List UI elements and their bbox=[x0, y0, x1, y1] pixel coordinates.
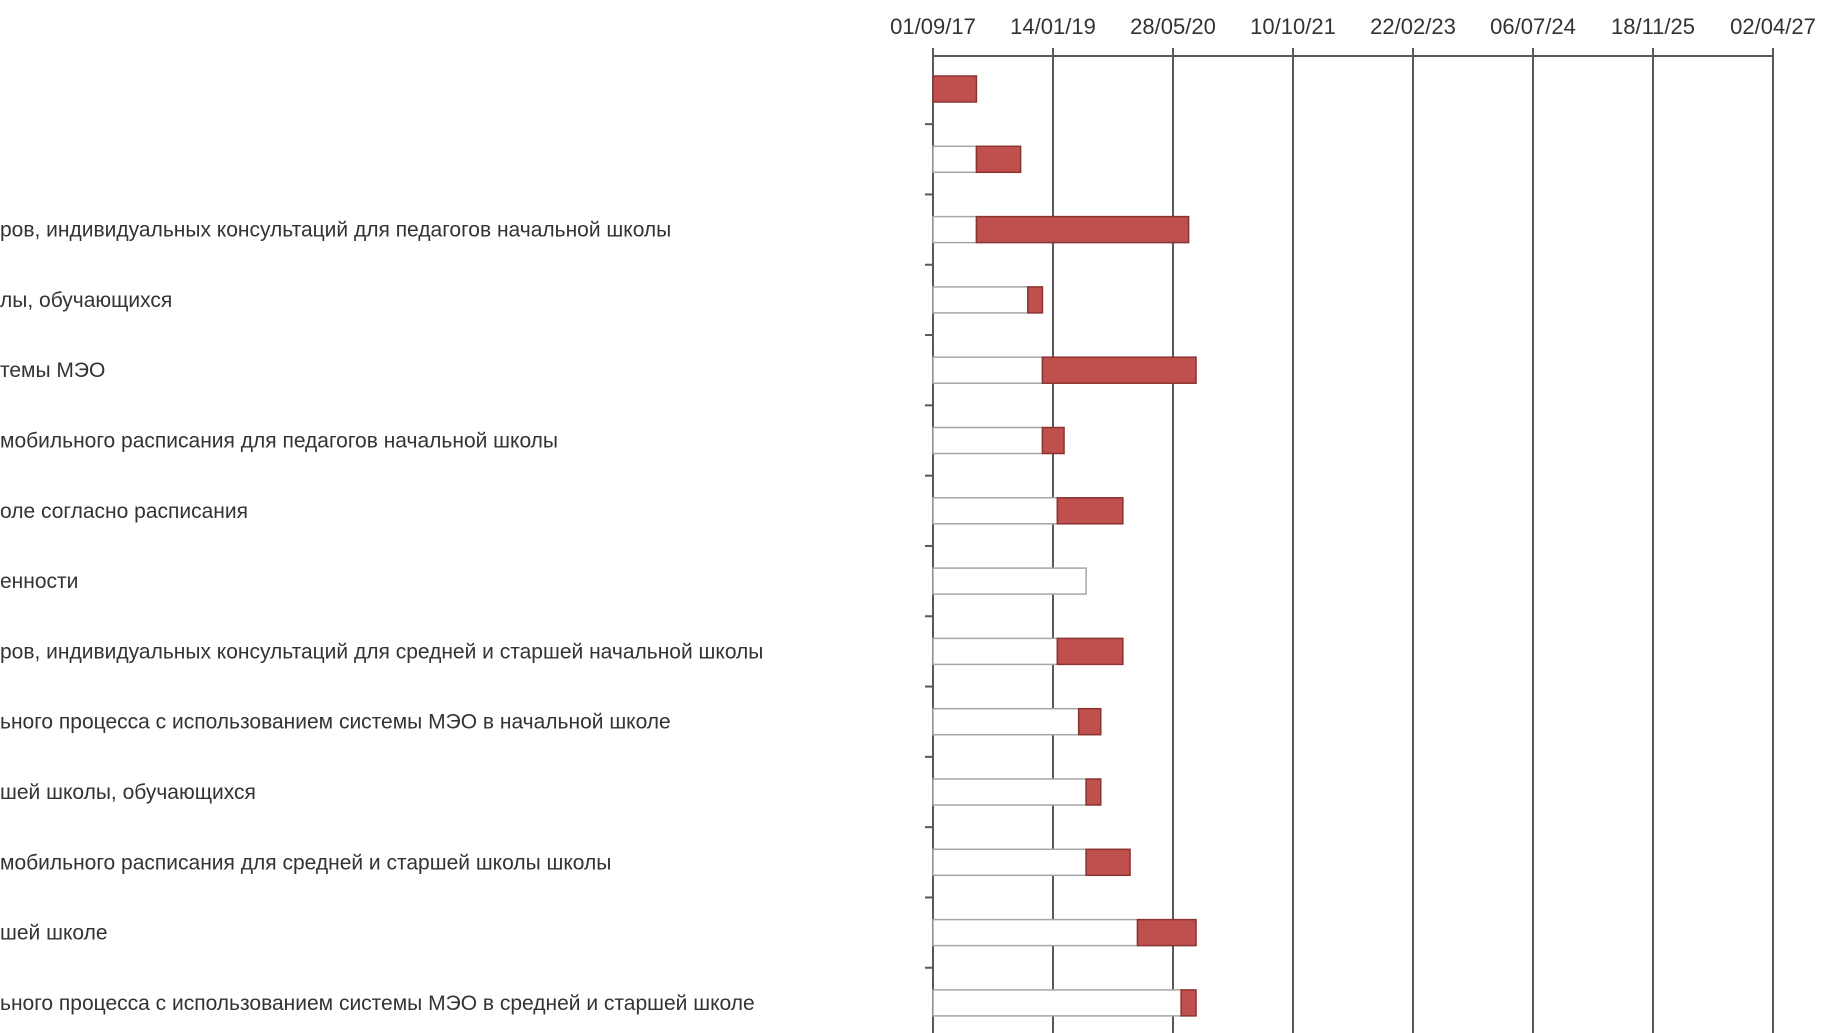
bar-offset-13 bbox=[932, 989, 1182, 1017]
x-tick-label-7: 02/04/27 bbox=[1730, 14, 1816, 39]
x-tick-label-5: 06/07/24 bbox=[1490, 14, 1576, 39]
category-label-10: шей школы, обучающихся bbox=[0, 781, 256, 804]
category-label-4: темы МЭО bbox=[0, 359, 105, 382]
bar-offset-9 bbox=[932, 707, 1080, 736]
category-label-8: ров, индивидуальных консультаций для сре… bbox=[0, 640, 763, 663]
axis-layer: 01/09/17 14/01/19 28/05/20 10/10/21 22/02/23… bbox=[890, 14, 1816, 969]
bar-offset-11 bbox=[932, 848, 1087, 877]
bar-offset-4 bbox=[932, 356, 1044, 384]
x-tick-label-2: 28/05/20 bbox=[1130, 14, 1216, 39]
x-tick-label-4: 22/02/23 bbox=[1370, 14, 1456, 39]
bar-duration-2 bbox=[975, 215, 1190, 244]
category-label-2: ров, индивидуальных консультаций для пед… bbox=[0, 219, 671, 242]
bar-duration-6 bbox=[1056, 497, 1124, 525]
x-tick-label-3: 10/10/21 bbox=[1250, 14, 1336, 39]
bar-offset-2 bbox=[932, 215, 978, 244]
bar-offset-8 bbox=[932, 637, 1059, 666]
category-label-6: оле согласно расписания bbox=[0, 500, 248, 523]
bar-offset-6 bbox=[932, 497, 1059, 525]
bar-duration-5 bbox=[1041, 426, 1065, 455]
category-label-9: ьного процесса с использованием системы … bbox=[0, 711, 671, 734]
bar-offset-7 bbox=[932, 567, 1087, 595]
grid-layer bbox=[932, 56, 1774, 1033]
bar-duration-4 bbox=[1041, 356, 1197, 384]
bar-offset-10 bbox=[932, 778, 1087, 806]
bar-duration-13 bbox=[1180, 989, 1197, 1017]
bar-duration-8 bbox=[1056, 637, 1124, 666]
x-tick-label-0: 01/09/17 bbox=[890, 14, 976, 39]
bars-layer bbox=[932, 75, 1197, 1017]
bar-offset-1 bbox=[932, 145, 978, 174]
bar-offset-3 bbox=[932, 286, 1029, 314]
x-tick-label-1: 14/01/19 bbox=[1010, 14, 1096, 39]
bar-duration-12 bbox=[1136, 918, 1197, 947]
bar-duration-9 bbox=[1077, 707, 1102, 736]
bar-offset-5 bbox=[932, 426, 1044, 455]
x-tick-label-6: 18/11/25 bbox=[1611, 14, 1695, 39]
category-label-11: мобильного расписания для средней и стар… bbox=[0, 851, 611, 874]
category-label-12: шей школе bbox=[0, 922, 108, 945]
category-label-5: мобильного расписания для педагогов нача… bbox=[0, 430, 558, 453]
labels-layer: ров, индивидуальных консультаций для пед… bbox=[0, 219, 763, 1015]
category-label-7: енности bbox=[0, 570, 78, 593]
bar-duration-10 bbox=[1085, 778, 1102, 806]
category-label-3: лы, обучающихся bbox=[0, 289, 172, 312]
bar-duration-11 bbox=[1085, 848, 1131, 877]
category-label-13: ьного процесса с использованием системы … bbox=[0, 992, 755, 1015]
bar-duration-3 bbox=[1027, 286, 1044, 314]
bar-duration-1 bbox=[975, 145, 1022, 174]
bar-duration-0 bbox=[932, 75, 978, 103]
bar-offset-12 bbox=[932, 918, 1139, 947]
